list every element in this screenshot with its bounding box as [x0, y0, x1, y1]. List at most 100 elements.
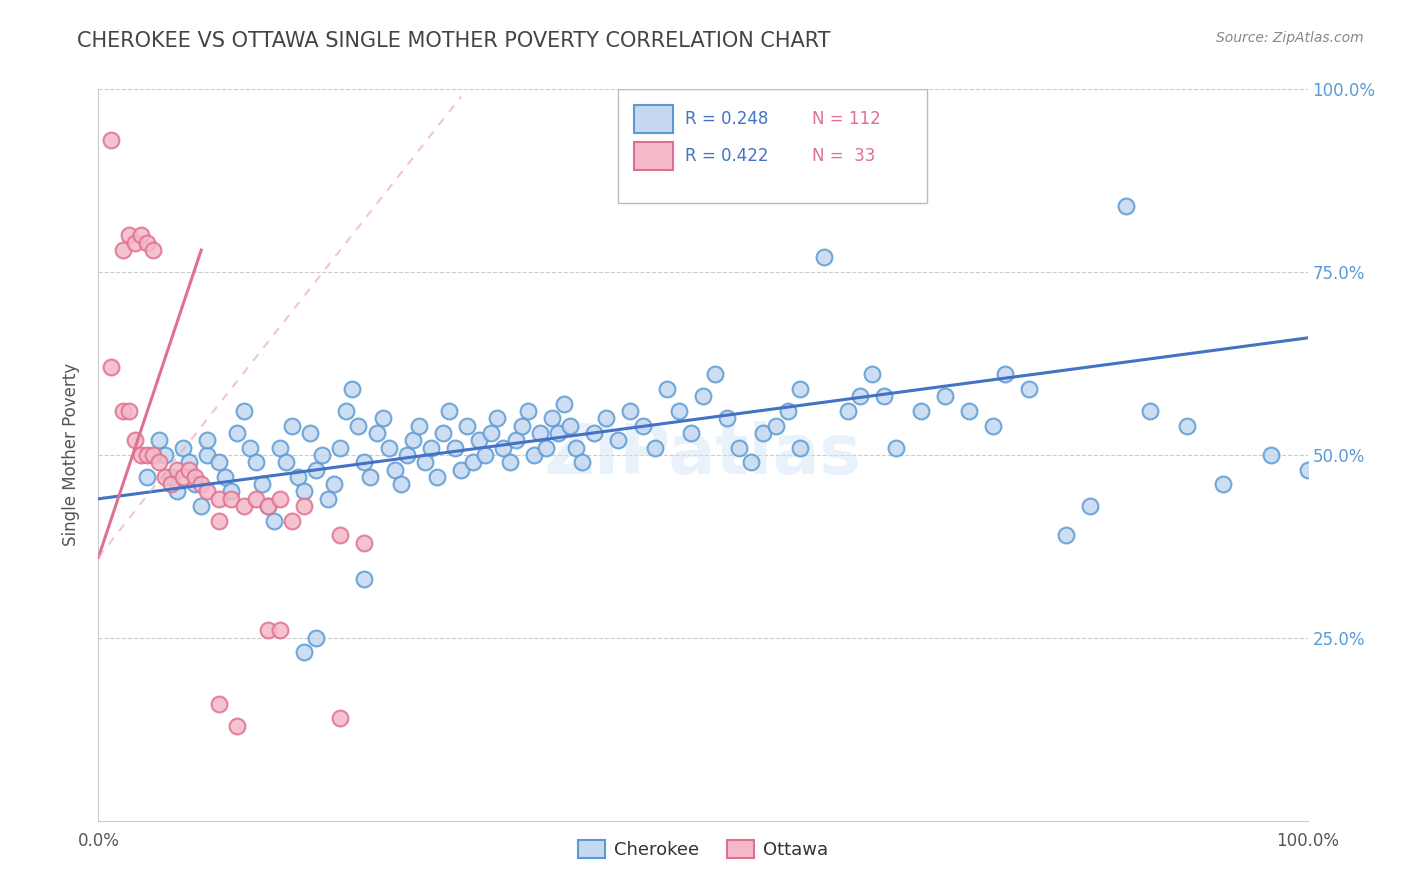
Point	[631, 418, 654, 433]
Point	[371, 411, 394, 425]
Point	[498, 455, 520, 469]
Point	[208, 455, 231, 469]
Y-axis label: Single Mother Poverty: Single Mother Poverty	[62, 363, 80, 547]
Point	[1018, 382, 1040, 396]
Point	[135, 470, 157, 484]
Point	[311, 448, 333, 462]
Point	[118, 404, 141, 418]
Point	[281, 514, 304, 528]
Point	[450, 462, 472, 476]
Point	[384, 462, 406, 476]
Point	[389, 477, 412, 491]
Point	[1054, 528, 1077, 542]
Point	[245, 491, 267, 506]
Point	[299, 425, 322, 440]
Point	[256, 499, 278, 513]
Point	[776, 404, 799, 418]
Point	[1212, 477, 1234, 491]
Point	[565, 441, 588, 455]
Point	[250, 477, 273, 491]
Point	[342, 382, 364, 396]
Text: R = 0.248: R = 0.248	[685, 111, 768, 128]
Point	[558, 418, 581, 433]
Text: CHEROKEE VS OTTAWA SINGLE MOTHER POVERTY CORRELATION CHART: CHEROKEE VS OTTAWA SINGLE MOTHER POVERTY…	[77, 31, 831, 51]
Point	[934, 389, 956, 403]
Point	[740, 455, 762, 469]
Point	[395, 448, 418, 462]
Point	[402, 434, 425, 448]
Point	[353, 535, 375, 549]
Point	[1139, 404, 1161, 418]
Point	[547, 425, 569, 440]
Point	[190, 477, 212, 491]
Point	[129, 448, 152, 462]
Point	[153, 448, 176, 462]
Text: N = 112: N = 112	[811, 111, 880, 128]
Point	[195, 448, 218, 462]
Point	[184, 470, 207, 484]
Point	[607, 434, 630, 448]
Point	[269, 624, 291, 638]
Point	[492, 441, 515, 455]
Point	[239, 441, 262, 455]
Point	[160, 470, 183, 484]
Point	[837, 404, 859, 418]
Point	[329, 528, 352, 542]
Point	[789, 441, 811, 455]
Point	[111, 404, 134, 418]
Point	[100, 360, 122, 375]
Point	[413, 455, 436, 469]
Point	[377, 441, 399, 455]
Point	[232, 499, 254, 513]
Point	[329, 711, 352, 725]
Text: N =  33: N = 33	[811, 147, 875, 165]
Point	[360, 470, 382, 484]
Point	[463, 455, 485, 469]
Point	[335, 404, 357, 418]
Point	[208, 514, 231, 528]
Point	[208, 491, 231, 506]
Text: Source: ZipAtlas.com: Source: ZipAtlas.com	[1216, 31, 1364, 45]
Point	[981, 418, 1004, 433]
Point	[994, 368, 1017, 382]
Point	[190, 499, 212, 513]
Point	[716, 411, 738, 425]
Point	[269, 491, 291, 506]
Point	[679, 425, 702, 440]
Point	[226, 425, 249, 440]
Point	[456, 418, 478, 433]
Point	[432, 425, 454, 440]
Point	[571, 455, 593, 469]
Point	[668, 404, 690, 418]
Point	[353, 572, 375, 586]
Point	[323, 477, 346, 491]
Point	[529, 425, 551, 440]
Point	[420, 441, 443, 455]
Point	[129, 228, 152, 243]
Point	[274, 455, 297, 469]
Point	[142, 243, 165, 257]
Point	[195, 434, 218, 448]
Point	[481, 425, 503, 440]
Point	[1296, 462, 1319, 476]
Point	[366, 425, 388, 440]
Point	[166, 484, 188, 499]
Point	[813, 251, 835, 265]
Point	[728, 441, 751, 455]
Point	[256, 624, 278, 638]
Point	[873, 389, 896, 403]
Point	[263, 514, 285, 528]
Point	[353, 455, 375, 469]
Point	[644, 441, 666, 455]
Point	[172, 470, 194, 484]
FancyBboxPatch shape	[619, 89, 927, 202]
Point	[214, 470, 236, 484]
Point	[505, 434, 527, 448]
Bar	[634, 142, 673, 169]
Point	[765, 418, 787, 433]
Point	[287, 470, 309, 484]
Point	[124, 434, 146, 448]
Point	[619, 404, 641, 418]
Point	[426, 470, 449, 484]
Point	[142, 448, 165, 462]
